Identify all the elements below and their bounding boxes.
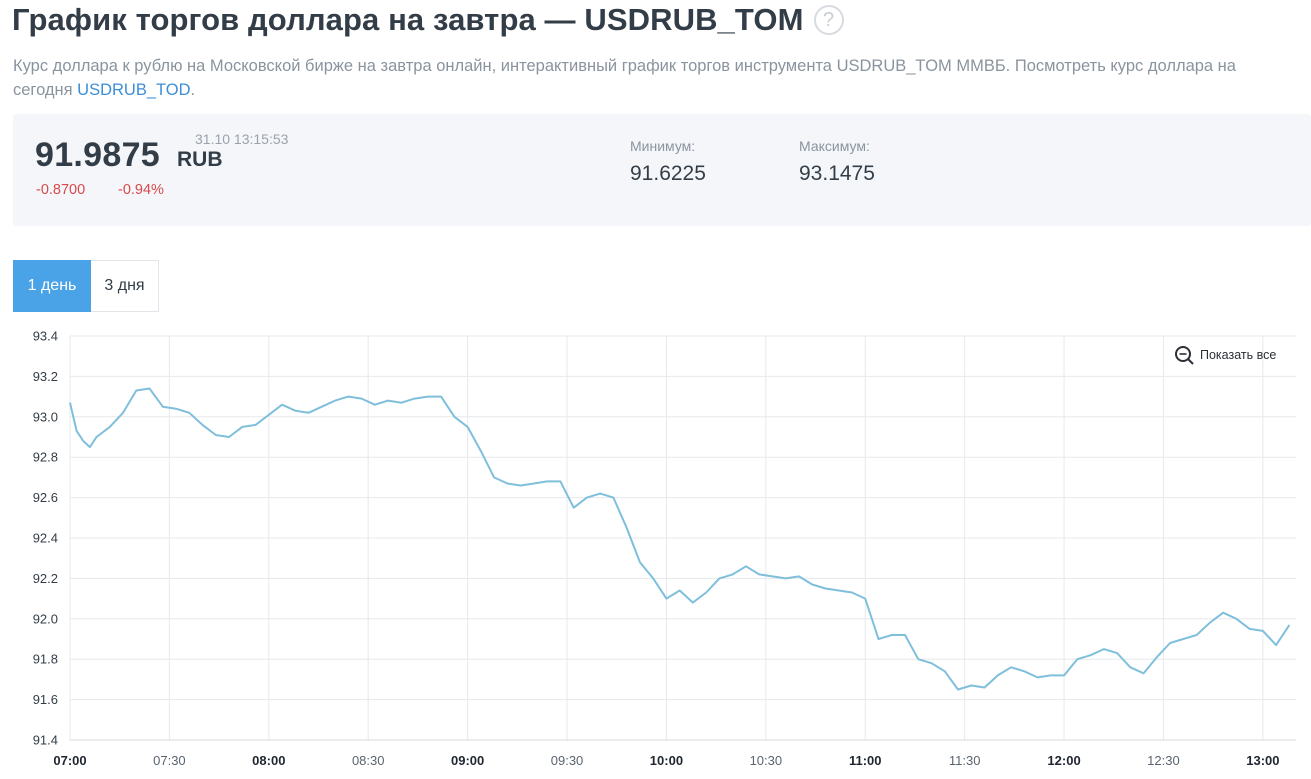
y-tick-label: 91.6 — [33, 692, 58, 707]
min-value: 91.6225 — [630, 162, 706, 185]
price-change-percent: -0.94% — [118, 182, 164, 198]
zoom-out-icon-handle — [1187, 358, 1194, 365]
x-tick-label: 08:00 — [252, 753, 285, 768]
x-tick-label: 10:00 — [650, 753, 683, 768]
y-tick-label: 91.8 — [33, 652, 58, 667]
x-tick-label: 09:30 — [551, 753, 584, 768]
y-tick-label: 92.8 — [33, 450, 58, 465]
x-axis-labels: 07:00 07:30 08:00 08:30 09:00 09:30 10:00 10:30… — [53, 753, 1279, 768]
price-currency: RUB — [177, 148, 223, 171]
tab-1-day[interactable]: 1 день — [13, 260, 91, 312]
page-title: График торгов доллара на завтра — USDRUB… — [12, 2, 804, 37]
x-tick-label: 07:30 — [153, 753, 186, 768]
quote-panel: 91.9875 RUB 31.10 13:15:53 -0.8700 -0.94… — [13, 114, 1311, 226]
period-tabs: 1 день 3 дня — [13, 260, 159, 312]
price-chart[interactable]: 93.4 93.2 93.0 92.8 92.6 92.4 92.2 92.0 91.8 91.6… — [0, 320, 1311, 774]
x-tick-label: 12:30 — [1147, 753, 1180, 768]
usdrub-tod-link[interactable]: USDRUB_TOD — [77, 81, 191, 99]
y-tick-label: 92.0 — [33, 611, 58, 626]
y-axis-labels: 93.4 93.2 93.0 92.8 92.6 92.4 92.2 92.0 91.8 91.6… — [33, 329, 58, 748]
y-tick-label: 93.4 — [33, 329, 58, 344]
grid-layer — [69, 335, 1296, 741]
y-tick-label: 93.0 — [33, 409, 58, 424]
y-tick-label: 92.6 — [33, 490, 58, 505]
chart-svg[interactable]: 93.4 93.2 93.0 92.8 92.6 92.4 92.2 92.0 91.8 91.6… — [0, 320, 1311, 774]
title-row: График торгов доллара на завтра — USDRUB… — [12, 0, 844, 40]
zoom-out-icon — [1175, 346, 1191, 362]
show-all-button[interactable]: Показать все — [1175, 346, 1276, 365]
show-all-label[interactable]: Показать все — [1200, 348, 1276, 362]
max-value: 93.1475 — [799, 162, 875, 185]
series-line — [69, 387, 1291, 691]
x-tick-label: 11:30 — [949, 753, 981, 768]
tab-3-days[interactable]: 3 дня — [91, 260, 159, 312]
x-tick-label: 08:30 — [352, 753, 385, 768]
x-tick-label: 10:30 — [750, 753, 783, 768]
price-change: -0.8700 — [36, 182, 86, 198]
page-description: Курс доллара к рублю на Московской бирже… — [13, 54, 1293, 102]
description-text: Курс доллара к рублю на Московской бирже… — [13, 57, 1236, 99]
description-end: . — [190, 81, 196, 99]
current-price: 91.9875 — [35, 136, 161, 174]
x-tick-label: 07:00 — [53, 753, 86, 768]
y-tick-label: 91.4 — [33, 733, 58, 748]
x-tick-label: 13:00 — [1246, 753, 1279, 768]
y-tick-label: 92.2 — [33, 571, 58, 586]
min-label: Минимум: — [630, 138, 696, 154]
y-tick-label: 92.4 — [33, 531, 58, 546]
x-tick-label: 11:00 — [849, 753, 882, 768]
help-icon[interactable]: ? — [813, 5, 844, 35]
max-label: Максимум: — [799, 138, 870, 154]
y-tick-label: 93.2 — [33, 369, 58, 384]
x-tick-label: 09:00 — [451, 753, 484, 768]
quote-timestamp: 31.10 13:15:53 — [195, 131, 289, 147]
x-tick-label: 12:00 — [1047, 753, 1080, 768]
